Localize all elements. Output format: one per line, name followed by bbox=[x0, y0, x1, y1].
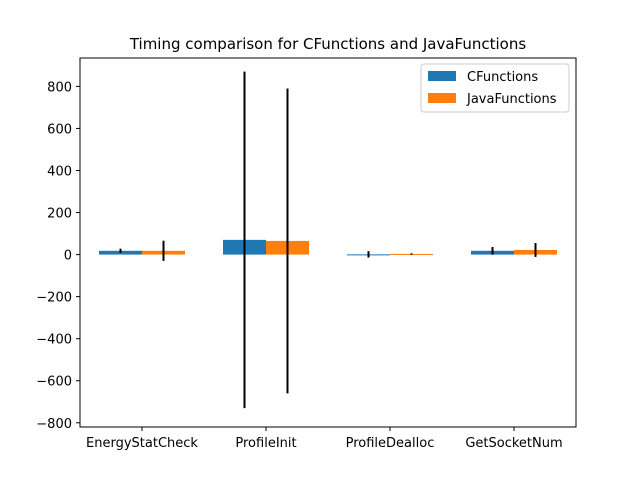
y-tick-label: −400 bbox=[36, 333, 72, 348]
legend-label-cfunctions: CFunctions bbox=[467, 70, 538, 85]
x-tick-label: ProfileInit bbox=[235, 436, 296, 451]
y-tick-label: −600 bbox=[36, 375, 72, 390]
plot-area bbox=[99, 71, 557, 409]
legend-swatch-javafunctions bbox=[428, 93, 456, 103]
y-tick-label: 400 bbox=[47, 164, 72, 179]
legend-swatch-cfunctions bbox=[428, 71, 456, 81]
x-tick-label: GetSocketNum bbox=[465, 436, 562, 451]
x-tick-label: EnergyStatCheck bbox=[86, 436, 198, 451]
y-tick-label: −200 bbox=[36, 291, 72, 306]
y-tick-label: 200 bbox=[47, 207, 72, 222]
chart-title: Timing comparison for CFunctions and Jav… bbox=[129, 35, 527, 53]
y-tick-label: 800 bbox=[47, 80, 72, 95]
x-tick-label: ProfileDealloc bbox=[346, 436, 435, 451]
legend: CFunctions JavaFunctions bbox=[420, 63, 570, 113]
legend-box bbox=[420, 63, 570, 113]
y-tick-label: −800 bbox=[36, 417, 72, 432]
axes: −800 −600 −400 −200 0 200 400 600 800 EnergyStatC… bbox=[36, 57, 577, 451]
legend-label-javafunctions: JavaFunctions bbox=[466, 92, 557, 107]
y-tick-label: 600 bbox=[47, 122, 72, 137]
axes-frame bbox=[79, 57, 577, 428]
y-tick-label: 0 bbox=[64, 249, 72, 264]
